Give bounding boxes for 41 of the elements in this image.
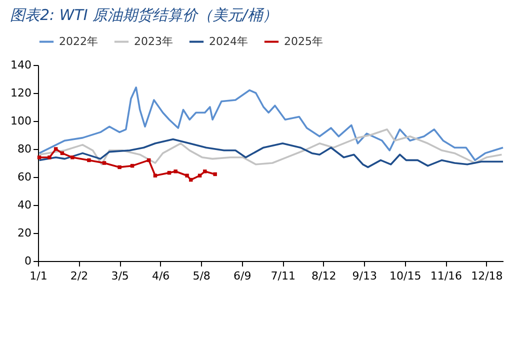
point <box>102 161 106 165</box>
legend-label: 2022年 <box>59 34 98 48</box>
point <box>174 170 178 174</box>
point <box>185 174 189 178</box>
x-tick-label: 2/2 <box>70 270 88 282</box>
x-tick-label: 8/12 <box>312 270 336 282</box>
x-tick-label: 4/6 <box>152 270 170 282</box>
x-tick-label: 3/5 <box>111 270 129 282</box>
x-tick-label: 6/9 <box>233 270 252 282</box>
y-tick-label: 20 <box>18 226 32 240</box>
y-tick-label: 100 <box>10 114 32 128</box>
chart-title: 图表2: WTI 原油期货结算价（美元/桶） <box>10 6 278 24</box>
y-tick-label: 120 <box>10 86 32 100</box>
point <box>198 174 202 178</box>
x-tick-label: 5/8 <box>192 270 210 282</box>
point <box>87 158 91 162</box>
x-tick-label: 12/18 <box>471 270 503 282</box>
x-tick-label: 1/1 <box>30 270 48 282</box>
point <box>118 165 122 170</box>
line-series <box>38 128 503 166</box>
point <box>48 156 52 160</box>
point <box>153 174 158 178</box>
y-tick-label: 140 <box>10 58 32 72</box>
x-tick-label: 7/11 <box>270 270 296 282</box>
point <box>37 156 42 160</box>
y-tick-label: 80 <box>18 142 32 156</box>
point <box>70 156 74 160</box>
x-tick-label: 11/16 <box>430 270 462 282</box>
point <box>54 147 58 151</box>
y-tick-label: 40 <box>18 198 32 212</box>
point <box>213 172 217 176</box>
line-series <box>38 86 504 162</box>
line-series <box>38 138 504 168</box>
legend-label: 2024年 <box>209 34 248 48</box>
legend-label: 2023年 <box>134 34 173 48</box>
x-tick-label: 9/13 <box>352 270 377 282</box>
x-tick-label: 10/15 <box>390 270 422 282</box>
legend-label: 2025年 <box>284 34 323 48</box>
y-tick-label: 0 <box>24 254 32 268</box>
y-tick-label: 60 <box>18 170 32 184</box>
point <box>203 170 207 174</box>
